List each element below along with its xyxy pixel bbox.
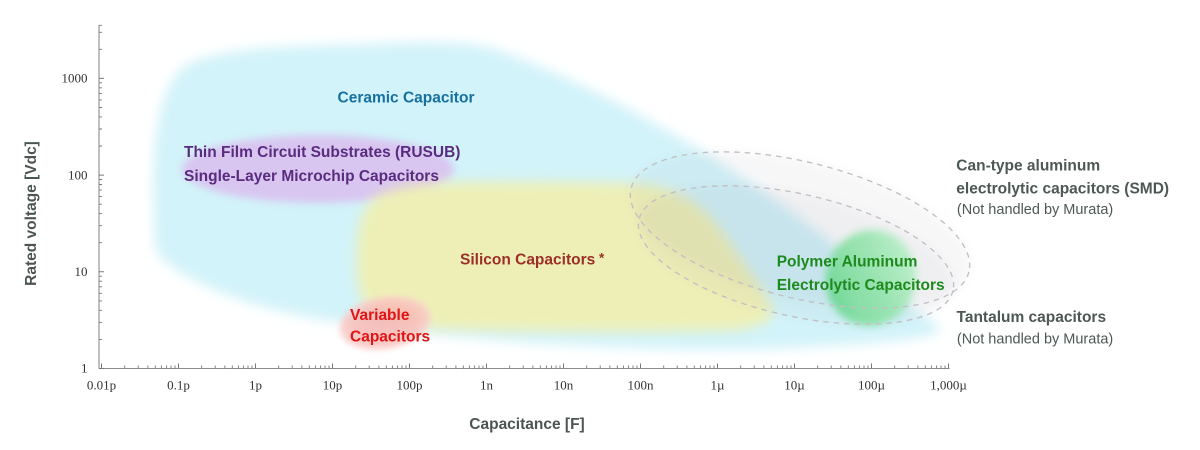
svg-text:Can-type aluminum: Can-type aluminum bbox=[956, 158, 1100, 175]
svg-text:1µ: 1µ bbox=[711, 378, 726, 393]
svg-text:Variable: Variable bbox=[350, 307, 410, 324]
svg-text:100µ: 100µ bbox=[858, 378, 886, 393]
svg-text:10p: 10p bbox=[323, 378, 343, 393]
svg-text:Capacitance [F]: Capacitance [F] bbox=[469, 416, 584, 433]
svg-text:(Not handled by Murata): (Not handled by Murata) bbox=[957, 202, 1113, 218]
svg-text:0.01p: 0.01p bbox=[87, 378, 116, 393]
svg-text:Silicon Capacitors *: Silicon Capacitors * bbox=[460, 250, 605, 268]
svg-text:0.1p: 0.1p bbox=[167, 378, 190, 393]
svg-text:10: 10 bbox=[75, 264, 88, 279]
svg-text:1p: 1p bbox=[249, 378, 262, 393]
svg-text:100: 100 bbox=[68, 167, 88, 182]
svg-text:Single-Layer Microchip Capacit: Single-Layer Microchip Capacitors bbox=[184, 168, 439, 185]
svg-text:1: 1 bbox=[81, 361, 88, 376]
svg-text:10n: 10n bbox=[554, 378, 574, 393]
svg-text:1,000µ: 1,000µ bbox=[930, 378, 967, 393]
svg-text:Capacitors: Capacitors bbox=[350, 329, 430, 346]
svg-text:1000: 1000 bbox=[62, 71, 88, 86]
svg-text:Tantalum capacitors: Tantalum capacitors bbox=[957, 309, 1107, 326]
svg-text:100p: 100p bbox=[397, 378, 423, 393]
svg-text:Ceramic Capacitor: Ceramic Capacitor bbox=[338, 89, 475, 106]
svg-text:electrolytic capacitors (SMD): electrolytic capacitors (SMD) bbox=[956, 181, 1169, 198]
svg-text:Electrolytic Capacitors: Electrolytic Capacitors bbox=[777, 277, 945, 294]
svg-text:Polymer Aluminum: Polymer Aluminum bbox=[777, 254, 918, 271]
svg-text:(Not handled by Murata): (Not handled by Murata) bbox=[957, 332, 1113, 348]
svg-text:Thin Film Circuit Substrates (: Thin Film Circuit Substrates (RUSUB) bbox=[184, 144, 460, 161]
svg-text:10µ: 10µ bbox=[784, 378, 805, 393]
svg-text:100n: 100n bbox=[628, 378, 655, 393]
svg-text:Rated voltage [Vdc]: Rated voltage [Vdc] bbox=[23, 141, 40, 286]
svg-text:1n: 1n bbox=[480, 378, 494, 393]
